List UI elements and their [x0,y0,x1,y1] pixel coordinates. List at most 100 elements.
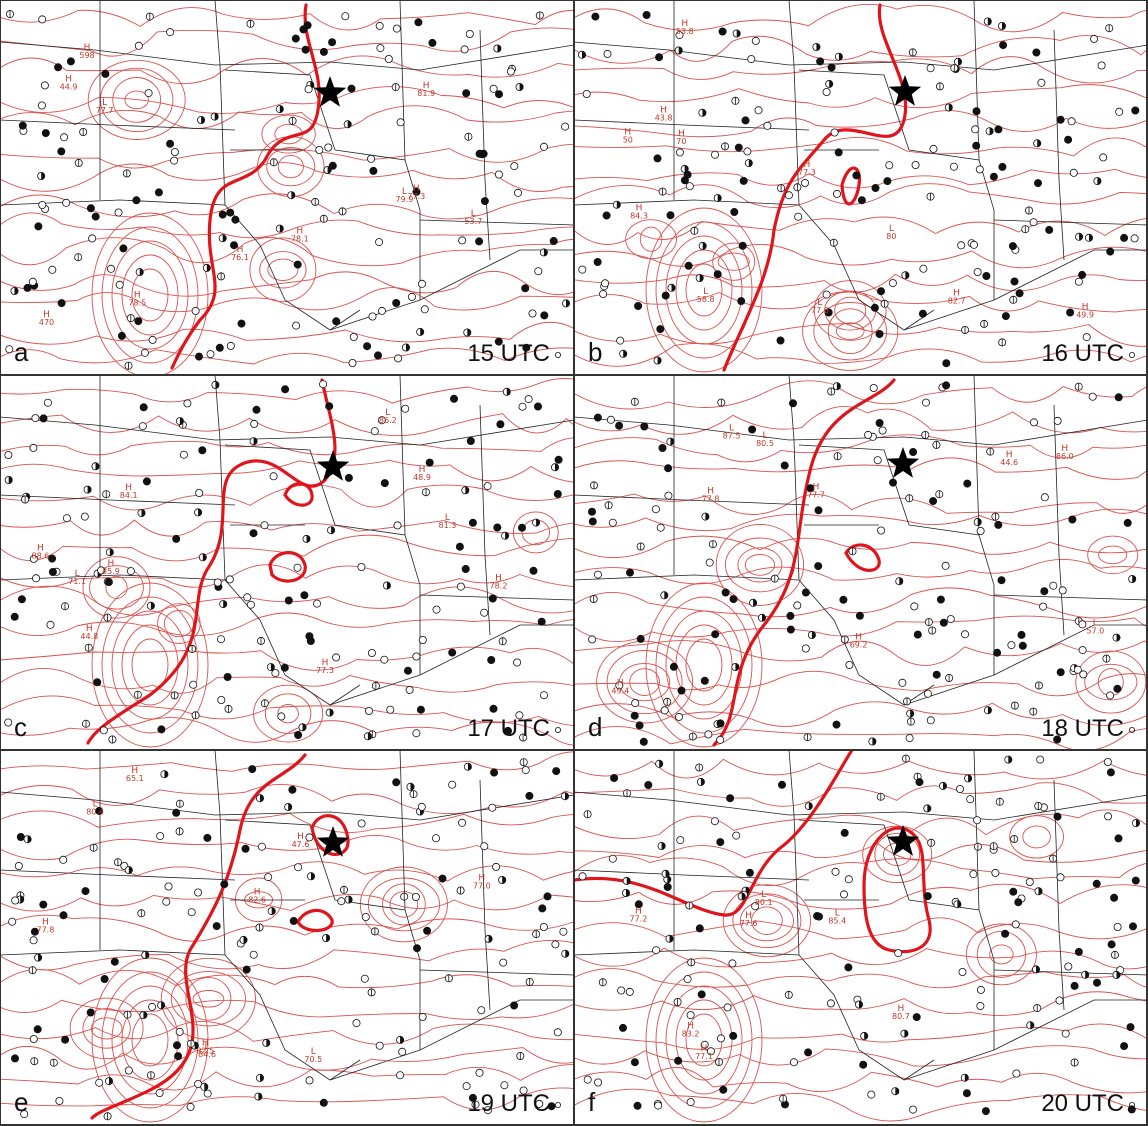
station-clear-icon [175,827,184,836]
station-overcast-icon [237,319,246,328]
field-value-label: 77.7 [96,106,114,115]
station-partial-icon [105,548,114,557]
station-overcast-icon [1127,1105,1136,1114]
station-overcast-icon [630,711,639,720]
station-clear-icon [170,691,179,700]
station-clear-icon [1106,691,1115,700]
station-clear-icon [955,785,964,794]
station-clear-icon [731,96,740,105]
high-marker: H [617,679,624,689]
station-clear-icon [705,558,714,567]
station-clear-icon [946,615,955,624]
field-value-label: 49.9 [1076,311,1094,320]
map-panel-b: H49.9H53.8L58.8H43.8H70L80H50H77.3L77.6H… [574,0,1148,373]
station-clear-icon [561,122,570,131]
station-clear-icon [391,83,400,92]
station-clear-icon [74,253,83,262]
station-clear-icon [133,690,142,699]
station-partial-icon [825,79,834,88]
station-clear-icon [1070,1058,1079,1067]
station-clear-icon [1039,602,1048,611]
station-clear-icon [249,950,258,959]
station-clear-icon [377,416,386,425]
station-clear-icon [1078,646,1087,655]
station-clear-icon [1088,392,1097,401]
station-clear-icon [483,1106,492,1115]
station-clear-icon [102,490,111,499]
station-partial-icon [868,737,877,746]
station-clear-icon [704,730,713,739]
panel-letter: e [14,1087,28,1117]
station-clear-icon [456,886,465,895]
station-overcast-icon [220,880,229,889]
station-clear-icon [877,526,886,535]
station-overcast-icon [942,359,951,368]
station-overcast-icon [48,567,57,576]
station-clear-icon [949,162,958,171]
field-value-label: 78.1 [291,235,309,244]
station-clear-icon [401,404,410,413]
station-clear-icon [14,862,23,871]
high-marker: L [471,209,476,219]
station-clear-icon [1115,107,1124,116]
station-overcast-icon [669,662,678,671]
station-overcast-icon [380,479,389,488]
state-borders [0,375,574,706]
field-value-label: 77.8 [702,495,720,504]
station-overcast-icon [695,924,704,933]
station-clear-icon [998,338,1007,347]
station-overcast-icon [1114,834,1123,843]
station-clear-icon [250,419,259,428]
panel-time-label: 16 UTC [1041,340,1124,367]
station-clear-icon [1010,701,1019,710]
station-partial-icon [674,46,683,55]
station-overcast-icon [252,405,261,414]
station-clear-icon [61,602,70,611]
station-clear-icon [32,574,41,583]
high-marker: H [478,873,485,883]
station-clear-icon [519,758,528,767]
station-partial-icon [960,1073,969,1082]
station-clear-icon [148,1002,157,1011]
station-partial-icon [1075,232,1084,241]
station-clear-icon [175,1027,184,1036]
station-clear-icon [1034,802,1043,811]
high-marker: L [889,224,894,234]
panel-time-label: 17 UTC [467,715,550,742]
station-clear-icon [1021,225,1030,234]
station-clear-icon [29,1034,38,1043]
station-partial-icon [944,103,953,112]
station-clear-icon [593,570,602,579]
station-clear-icon [675,712,684,721]
station-overcast-icon [226,208,235,217]
star-icon [888,75,922,106]
station-overcast-icon [198,446,207,455]
station-clear-icon [521,766,530,775]
station-clear-icon [794,212,803,221]
station-overcast-icon [468,1093,477,1102]
station-overcast-icon [644,780,653,789]
station-overcast-icon [1056,668,1065,677]
station-overcast-icon [154,188,163,197]
station-clear-icon [20,1110,29,1119]
station-clear-icon [706,1047,715,1056]
high-marker: H [1082,303,1089,313]
station-clear-icon [411,892,420,901]
station-clear-icon [926,716,935,725]
field-value-label: 86.2 [379,416,397,425]
field-value-label: 80.7 [892,1012,910,1021]
station-overcast-icon [788,399,797,408]
station-clear-icon [793,183,802,192]
station-clear-icon [294,863,303,872]
station-partial-icon [211,380,220,389]
high-marker: H [108,559,115,569]
high-marker: H [134,291,141,301]
station-clear-icon [685,182,694,191]
station-clear-icon [685,901,694,910]
station-partial-icon [900,1029,909,1038]
station-clear-icon [779,1094,788,1103]
field-value-label: 77.8 [36,926,54,935]
station-overcast-icon [855,611,864,620]
station-clear-icon [380,655,389,664]
